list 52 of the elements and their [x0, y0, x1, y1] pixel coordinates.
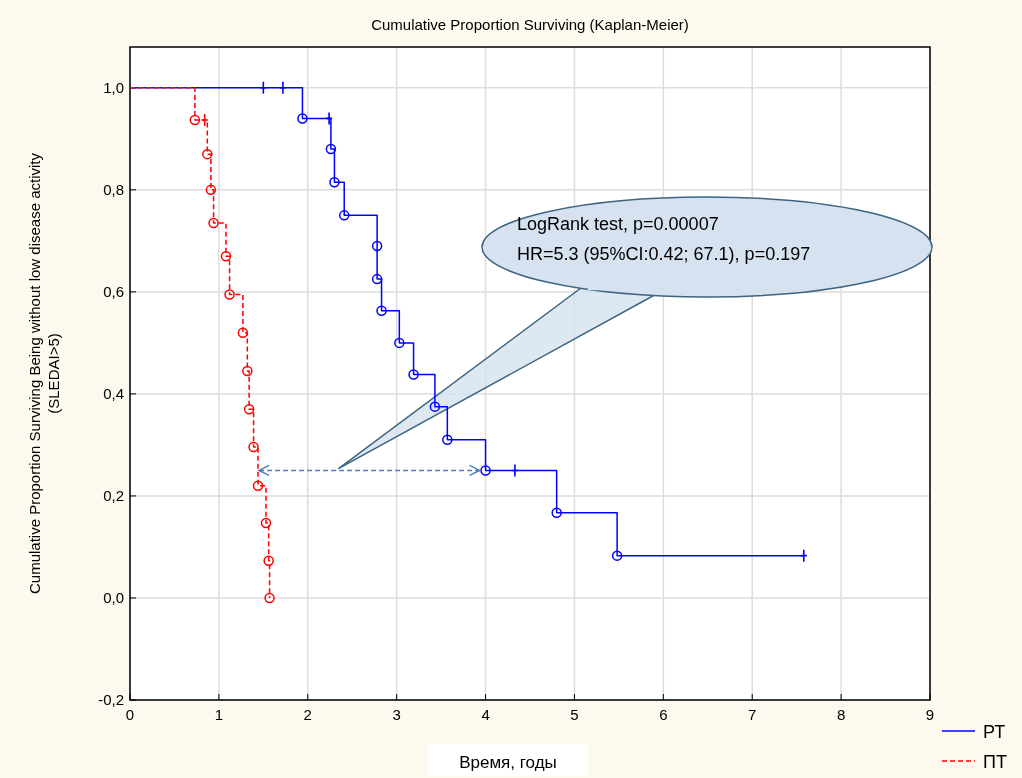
x-tick-label: 8 — [836, 706, 846, 723]
x-tick-label: 2 — [303, 706, 312, 723]
x-tick-label: 0 — [125, 706, 135, 723]
chart-title: Cumulative Proportion Surviving (Kaplan-Meier) — [371, 16, 689, 33]
point — [408, 369, 419, 380]
x-tick-label: 3 — [392, 706, 401, 723]
point — [224, 289, 235, 300]
point — [376, 305, 387, 316]
point — [264, 592, 275, 604]
point — [429, 401, 441, 412]
x-tick-label: 1 — [214, 706, 224, 723]
legend-label: ПТ — [983, 752, 1007, 772]
point — [237, 327, 249, 338]
legend-label: РТ — [983, 722, 1006, 742]
y-tick-label: 1,0 — [103, 78, 124, 96]
y-tick-label: 0,4 — [103, 384, 124, 402]
point — [242, 365, 253, 377]
y-tick-label: 0,2 — [103, 486, 124, 504]
annotation: LogRank test, p=0.00007 — [517, 214, 719, 234]
point — [371, 240, 383, 252]
point — [202, 148, 213, 160]
point — [442, 434, 453, 446]
point — [248, 441, 259, 453]
point — [205, 184, 217, 196]
point — [297, 113, 308, 124]
y-tick-label: -0,2 — [98, 691, 124, 708]
point — [325, 143, 337, 155]
point — [394, 337, 405, 349]
y-tick-label: 0,0 — [103, 588, 124, 606]
x-tick-label: 4 — [481, 706, 490, 723]
point — [338, 210, 350, 221]
point — [263, 555, 274, 566]
y-axis-title: Cumulative Proportion Surviving Being without low disease activity (SLEDAI>5) — [26, 152, 62, 595]
x-tick-label: 7 — [748, 706, 757, 723]
annotation: HR=5.3 (95%CI:0.42; 67.1), p=0.197 — [517, 244, 811, 264]
x-tick-label: 9 — [925, 706, 935, 723]
point — [611, 550, 623, 561]
x-axis-title: Время, годы — [459, 753, 557, 772]
point — [220, 250, 232, 262]
x-tick-label: 5 — [570, 706, 579, 723]
point — [208, 217, 219, 229]
y-tick-label: 0,6 — [103, 282, 124, 300]
point — [329, 176, 340, 188]
x-tick-label: 6 — [659, 706, 668, 723]
y-tick-label: 0,8 — [103, 180, 124, 198]
point — [480, 465, 491, 476]
point — [371, 273, 383, 285]
point — [551, 507, 562, 519]
point — [189, 114, 201, 126]
point — [260, 517, 272, 529]
point — [252, 480, 264, 491]
point — [243, 403, 255, 415]
